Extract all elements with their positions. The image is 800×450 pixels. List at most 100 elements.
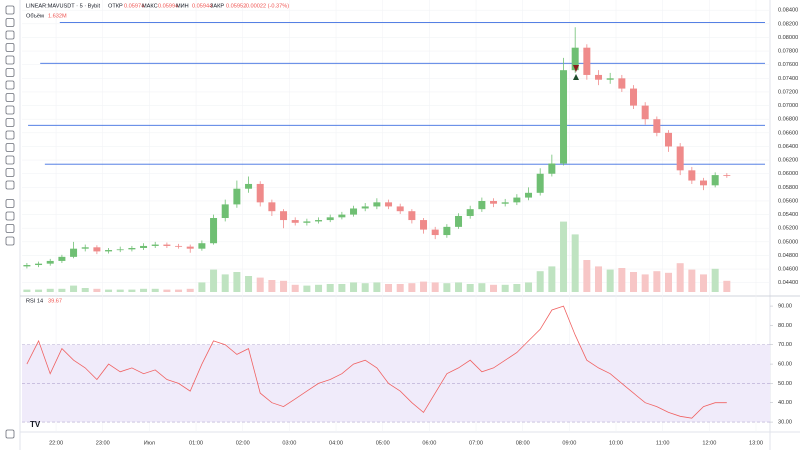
volume-bar bbox=[163, 289, 171, 292]
tool-button[interactable] bbox=[5, 130, 15, 140]
candle-body bbox=[93, 247, 101, 252]
plot: 22:00 23:00 Июл 01:00 02:00 03:00 04:00 05:00 06… bbox=[22, 0, 798, 446]
tool-button[interactable] bbox=[5, 224, 15, 233]
volume-value: 1.632M bbox=[48, 13, 67, 19]
volume-bar bbox=[665, 272, 673, 292]
x-tick-label: 05:00 bbox=[376, 440, 390, 446]
candle-body bbox=[268, 202, 276, 212]
candle-body bbox=[315, 220, 323, 222]
y-tick-label: 0.08400 bbox=[778, 8, 798, 14]
tool-button[interactable] bbox=[5, 168, 15, 177]
tool-button[interactable] bbox=[5, 43, 15, 52]
y-tick-label: 0.04400 bbox=[778, 280, 798, 286]
candle-body bbox=[641, 105, 649, 120]
candle-body bbox=[233, 188, 241, 205]
volume-bar bbox=[431, 282, 439, 292]
candle-body bbox=[466, 209, 474, 216]
y-tick-label: 0.04800 bbox=[778, 253, 798, 259]
candle-body bbox=[536, 173, 544, 193]
volume-bar bbox=[128, 289, 136, 292]
candle-body bbox=[688, 170, 696, 181]
y-tick-label: 0.07600 bbox=[778, 62, 798, 68]
volume-bar bbox=[478, 283, 486, 292]
candle-body bbox=[35, 263, 43, 266]
volume-bar bbox=[303, 285, 311, 292]
stat-label: ОТКР bbox=[108, 3, 123, 9]
volume-bar bbox=[35, 289, 43, 292]
tool-button[interactable] bbox=[5, 68, 15, 77]
x-tick-label: 07:00 bbox=[469, 440, 483, 446]
tool-button[interactable] bbox=[5, 80, 15, 90]
tool-button[interactable] bbox=[5, 118, 15, 127]
stat-label: МИН bbox=[176, 3, 189, 9]
candle-body bbox=[116, 249, 124, 251]
candle-body bbox=[478, 200, 486, 210]
volume-bar bbox=[618, 268, 626, 292]
tool-button[interactable] bbox=[5, 143, 15, 152]
buy-marker bbox=[573, 74, 579, 80]
volume-bar bbox=[256, 277, 264, 292]
x-tick-label: 06:00 bbox=[422, 440, 436, 446]
tool-button[interactable] bbox=[5, 105, 15, 115]
tool-button[interactable] bbox=[5, 211, 15, 221]
tool-button[interactable] bbox=[5, 236, 15, 246]
candle-body bbox=[455, 215, 463, 227]
y-tick-label: 0.06800 bbox=[778, 117, 798, 123]
tool-button[interactable] bbox=[5, 93, 15, 102]
candle-body bbox=[81, 247, 89, 249]
volume-bar bbox=[501, 284, 509, 292]
candle-body bbox=[245, 183, 253, 189]
volume-bar bbox=[723, 280, 731, 292]
candle-body bbox=[583, 47, 591, 75]
candle-body bbox=[373, 202, 381, 207]
candle-body bbox=[128, 247, 136, 250]
candle-body bbox=[105, 250, 113, 252]
volume-bar bbox=[93, 288, 101, 292]
candle-body bbox=[490, 200, 498, 204]
tool-button[interactable] bbox=[5, 18, 15, 27]
volume-bar bbox=[688, 269, 696, 292]
volume-bar bbox=[268, 280, 276, 292]
candle-body bbox=[361, 206, 369, 209]
volume-bar bbox=[105, 289, 113, 292]
candle-body bbox=[548, 163, 556, 174]
sell-marker bbox=[573, 65, 579, 72]
x-tick-label: 04:00 bbox=[329, 440, 343, 446]
volume-bar bbox=[221, 274, 229, 292]
candle-body bbox=[70, 248, 78, 257]
tool-button[interactable] bbox=[5, 429, 15, 439]
volume-bar bbox=[233, 272, 241, 292]
volume-bar bbox=[583, 260, 591, 292]
stat-value: 0.05994 bbox=[158, 3, 178, 9]
stat-label: МАКС bbox=[142, 3, 158, 9]
volume-bar bbox=[490, 284, 498, 292]
x-tick-label: 22:00 bbox=[49, 440, 63, 446]
rsi-tick-label: 50.00 bbox=[778, 381, 792, 387]
symbol: LINEAR:MAVUSDT · 5 · Bybit bbox=[26, 3, 101, 9]
rsi-tick-label: 70.00 bbox=[778, 342, 792, 348]
tool-button[interactable] bbox=[5, 199, 15, 208]
y-tick-label: 0.06400 bbox=[778, 144, 798, 150]
rsi-tick-label: 30.00 bbox=[778, 420, 792, 426]
y-tick-label: 0.05200 bbox=[778, 226, 798, 232]
volume-bar bbox=[315, 284, 323, 292]
tool-button[interactable] bbox=[5, 180, 15, 190]
x-tick-label: 12:00 bbox=[702, 440, 716, 446]
volume-bar bbox=[291, 284, 299, 292]
candle-body bbox=[163, 244, 171, 246]
candle-body bbox=[560, 70, 568, 164]
tool-button[interactable] bbox=[5, 155, 15, 165]
y-tick-label: 0.07400 bbox=[778, 76, 798, 82]
candle-body bbox=[665, 132, 673, 147]
candle-body bbox=[303, 221, 311, 223]
volume-bar bbox=[455, 282, 463, 292]
candle-body bbox=[151, 244, 159, 246]
rsi-tick-label: 90.00 bbox=[778, 304, 792, 310]
tool-button[interactable] bbox=[5, 5, 15, 15]
volume-bar bbox=[280, 280, 288, 292]
tool-button[interactable] bbox=[5, 30, 15, 40]
volume-bar bbox=[326, 284, 334, 292]
tool-button[interactable] bbox=[5, 55, 15, 65]
volume-bar bbox=[396, 284, 404, 292]
